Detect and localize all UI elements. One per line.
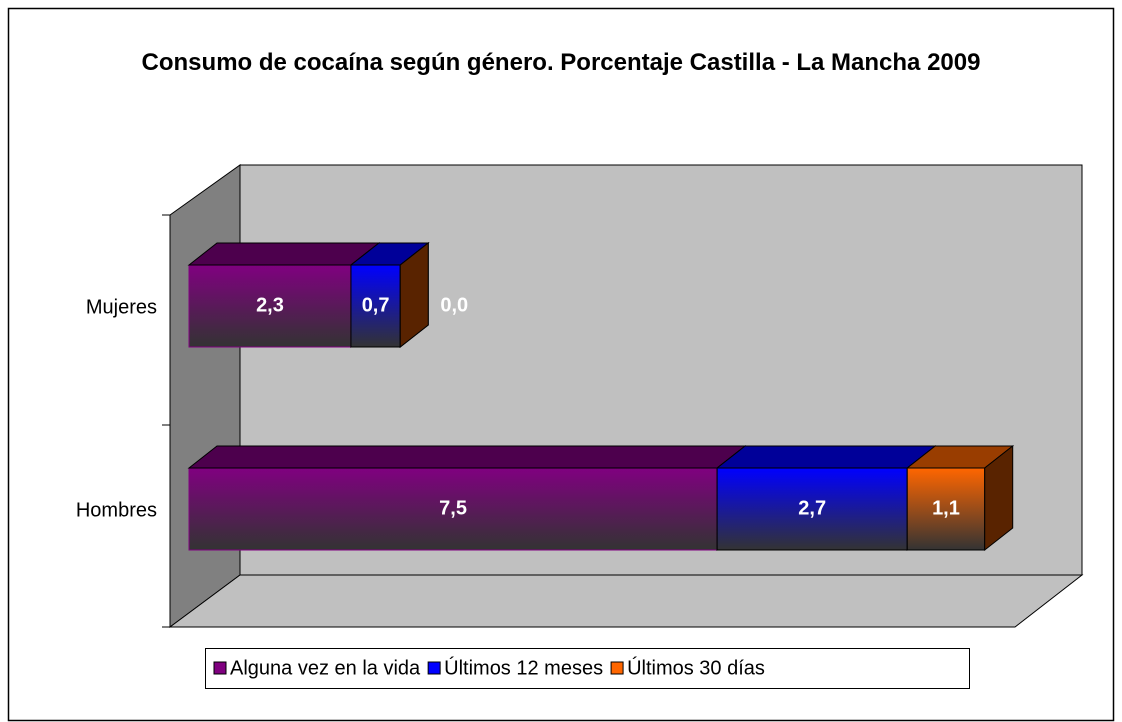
bar (716, 467, 908, 551)
legend-marker (427, 661, 441, 675)
data-label: 7,5 (439, 497, 467, 519)
bar (188, 467, 718, 551)
legend-label: Alguna vez en la vida (230, 657, 421, 679)
data-label: 0,7 (362, 294, 390, 316)
data-label: 2,3 (256, 294, 284, 316)
legend-box (205, 648, 970, 689)
category-label: Hombres (76, 499, 157, 521)
data-label: 2,7 (798, 497, 826, 519)
side-wall (169, 164, 241, 628)
category-label: Mujeres (86, 296, 157, 318)
bar-top-shade (907, 446, 1013, 468)
legend-label: Últimos 12 meses (444, 656, 603, 679)
bar (188, 264, 352, 348)
data-label: 0,0 (440, 294, 468, 316)
title-box: Consumo de cocaína según género. Porcent… (141, 49, 981, 76)
chart-title: Consumo de cocaína según género. Porcent… (141, 49, 981, 76)
data-label: 1,1 (932, 497, 960, 519)
legend-marker (610, 661, 624, 675)
legend-label: Últimos 30 días (627, 656, 765, 679)
bar-top-shade (189, 243, 379, 265)
bar-top-shade (350, 243, 429, 265)
bar-top-shade (189, 446, 746, 468)
bar-top-shade (717, 446, 936, 468)
floor (168, 574, 1084, 628)
legend-marker (213, 661, 227, 675)
bar-side-shade (984, 446, 1013, 550)
bar-side-shade (400, 243, 429, 347)
